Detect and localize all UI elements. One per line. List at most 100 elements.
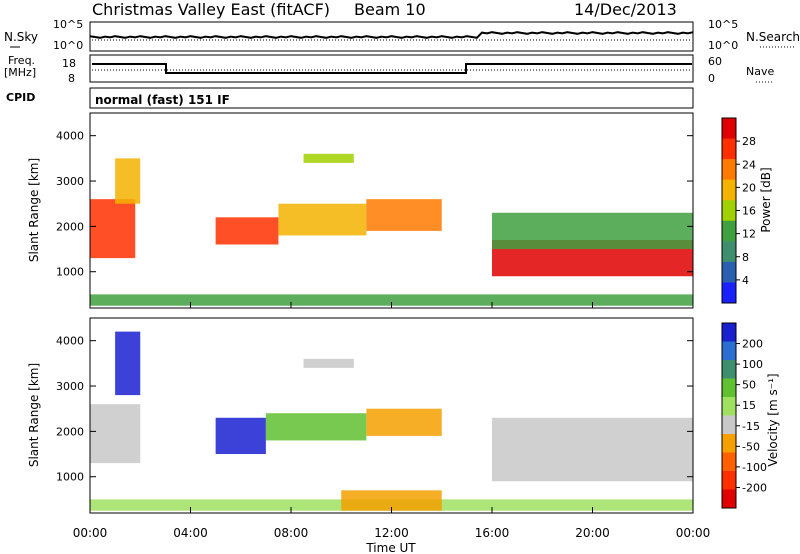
- x-tick-label-5: 20:00: [575, 526, 610, 540]
- freq-tick-top: 18: [62, 57, 76, 70]
- power-band-1: [115, 158, 141, 204]
- velocity-colorbar-seg-6: [722, 434, 736, 453]
- velocity-band-3: [265, 413, 367, 441]
- power-band-3: [278, 203, 367, 236]
- velocity-y-axis: 1000 2000 3000 4000: [56, 335, 693, 484]
- power-ytick-label-0: 1000: [56, 266, 84, 279]
- freq-label-2: [MHz]: [4, 66, 36, 79]
- velocity-band-1: [115, 331, 141, 396]
- velocity-colorbar-tick-label-4: -15: [742, 420, 760, 433]
- power-colorbar-seg-6: [722, 241, 736, 263]
- velocity-ytick-label-2: 3000: [56, 380, 84, 393]
- nave-tick-top: 60: [708, 55, 722, 68]
- velocity-ytick-label-0: 1000: [56, 471, 84, 484]
- velocity-band-5: [303, 358, 354, 368]
- power-colorbar-seg-7: [722, 261, 736, 283]
- noise-left-tick-top: 10^5: [53, 18, 83, 31]
- freq-series-line: [92, 63, 692, 74]
- x-tick-label-0: 00:00: [73, 526, 108, 540]
- power-ytick-label-1: 2000: [56, 220, 84, 233]
- velocity-band-2: [215, 417, 266, 455]
- beam-label: Beam 10: [354, 0, 426, 19]
- power-colorbar-seg-3: [722, 179, 736, 201]
- velocity-band-0: [90, 404, 141, 464]
- velocity-colorbar-tick-label-2: 50: [742, 379, 756, 392]
- noise-right-tick-top: 10^5: [708, 18, 738, 31]
- nave-label: Nave: [746, 65, 774, 78]
- nave-tick-bottom: 0: [708, 72, 715, 85]
- power-heatmap: [90, 153, 693, 306]
- power-colorbar-seg-5: [722, 220, 736, 242]
- velocity-colorbar-seg-7: [722, 452, 736, 472]
- velocity-colorbar-tick-label-7: -200: [742, 481, 767, 494]
- freq-panel-frame: [89, 54, 694, 83]
- power-colorbar-tick-label-6: 4: [742, 274, 749, 287]
- velocity-band-4: [366, 408, 442, 436]
- velocity-ytick-label-3: 4000: [56, 335, 84, 348]
- velocity-colorbar-tick-label-3: 15: [742, 399, 756, 412]
- velocity-colorbar-tick-label-1: 100: [742, 358, 763, 371]
- noise-right-tick-bottom: 10^0: [708, 39, 738, 52]
- cpid-label: CPID: [6, 91, 35, 104]
- x-axis-label: Time UT: [365, 541, 416, 554]
- freq-label-1: Freq.: [8, 54, 35, 67]
- power-colorbar-seg-4: [722, 200, 736, 222]
- power-band-2: [215, 217, 279, 245]
- velocity-colorbar: 200 100 50 15 -15 -50 -100 -200: [721, 322, 767, 509]
- power-band-8: [90, 294, 693, 306]
- velocity-colorbar-tick-label-6: -100: [742, 461, 767, 474]
- power-colorbar-tick-label-0: 28: [742, 135, 756, 148]
- velocity-colorbar-seg-8: [722, 471, 736, 490]
- power-ytick-label-3: 4000: [56, 130, 84, 143]
- velocity-ylabel: Slant Range [km]: [27, 363, 41, 467]
- power-ylabel: Slant Range [km]: [27, 158, 41, 262]
- velocity-band-8: [341, 490, 442, 511]
- velocity-colorbar-label: Velocity [m s⁻¹]: [766, 373, 780, 466]
- power-colorbar-label: Power [dB]: [759, 167, 773, 232]
- power-band-5: [303, 153, 354, 163]
- velocity-colorbar-seg-3: [722, 378, 736, 398]
- power-colorbar-tick-label-1: 24: [742, 158, 756, 171]
- power-colorbar-tick-label-2: 20: [742, 181, 756, 194]
- velocity-colorbar-seg-5: [722, 415, 736, 435]
- time-x-axis: 00:00 04:00 08:00 12:00 16:00 20:00 00:00: [73, 302, 711, 540]
- x-tick-label-4: 16:00: [475, 526, 510, 540]
- chart-title: Christmas Valley East (fitACF): [92, 0, 330, 19]
- power-colorbar-seg-2: [722, 159, 736, 181]
- power-colorbar-seg-1: [722, 138, 736, 160]
- power-ytick-label-2: 3000: [56, 175, 84, 188]
- velocity-ytick-label-1: 2000: [56, 425, 84, 438]
- power-colorbar: 28 24 20 16 12 8 4: [721, 117, 756, 304]
- velocity-colorbar-frame: [721, 322, 737, 509]
- x-tick-label-6: 00:00: [676, 526, 711, 540]
- velocity-colorbar-seg-0: [722, 323, 736, 342]
- x-tick-label-1: 04:00: [173, 526, 208, 540]
- velocity-colorbar-seg-1: [722, 341, 736, 361]
- velocity-colorbar-seg-2: [722, 360, 736, 379]
- power-colorbar-tick-label-4: 12: [742, 228, 756, 241]
- date-label: 14/Dec/2013: [574, 0, 677, 19]
- power-colorbar-seg-8: [722, 282, 736, 304]
- power-y-axis: 1000 2000 3000 4000: [56, 130, 693, 279]
- noise-series: [89, 31, 694, 41]
- noise-left-tick-bottom: 10^0: [53, 39, 83, 52]
- noise-sky-line: [89, 31, 694, 39]
- x-tick-label-2: 08:00: [274, 526, 309, 540]
- power-colorbar-tick-label-5: 8: [742, 251, 749, 264]
- noise-left-label: N.Sky: [4, 30, 38, 44]
- cpid-value: normal (fast) 151 IF: [95, 93, 230, 107]
- velocity-band-6: [492, 417, 693, 482]
- velocity-colorbar-seg-9: [722, 489, 736, 509]
- velocity-colorbar-tick-label-0: 200: [742, 338, 763, 351]
- freq-tick-bottom: 8: [68, 72, 75, 85]
- power-band-4: [366, 199, 442, 231]
- x-tick-label-3: 12:00: [374, 526, 409, 540]
- power-colorbar-seg-0: [722, 118, 736, 140]
- power-colorbar-tick-label-3: 16: [742, 205, 756, 218]
- power-band-0: [90, 199, 136, 259]
- power-band-7: [492, 212, 693, 250]
- velocity-colorbar-seg-4: [722, 397, 736, 416]
- noise-right-label: N.Search: [746, 30, 800, 44]
- cpid-panel-frame: [89, 87, 694, 109]
